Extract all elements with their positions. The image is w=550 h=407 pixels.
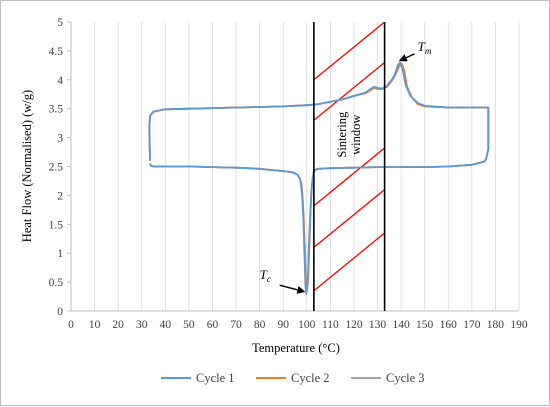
x-tick-label-10: 10 <box>89 319 101 331</box>
y-tick-label-3: 3 <box>57 133 63 145</box>
y-tick-label-4: 4 <box>57 75 63 87</box>
window-hatch-line-4 <box>313 61 386 121</box>
x-tick-label-190: 190 <box>510 319 528 331</box>
annotation-arrow-tc <box>279 284 306 294</box>
window-hatch-line-1 <box>313 232 386 292</box>
window-label-line2: window <box>349 115 363 155</box>
x-tick-label-100: 100 <box>298 319 316 331</box>
x-tick-label-30: 30 <box>136 319 148 331</box>
x-tick-labels: 0 10 20 30 40 50 60 70 80 90 100 110 120 130 140 150 160… <box>68 319 528 331</box>
annotation-arrow-tm <box>398 53 415 62</box>
x-tick-label-180: 180 <box>487 319 505 331</box>
y-tick-label-4.5: 4.5 <box>49 46 64 58</box>
window-hatch-line-3 <box>313 147 386 207</box>
x-tick-label-50: 50 <box>183 319 195 331</box>
y-tick-label-2.5: 2.5 <box>49 162 64 174</box>
x-tick-label-60: 60 <box>207 319 219 331</box>
y-tick-labels: 0 0.5 1 1.5 2 2.5 3 3.5 4 4.5 5 <box>49 17 64 318</box>
x-tick-label-140: 140 <box>392 319 410 331</box>
x-tick-label-40: 40 <box>160 319 172 331</box>
x-tick-label-110: 110 <box>322 319 339 331</box>
series-group <box>148 61 490 295</box>
annotation-label-tc: Tc <box>260 267 271 284</box>
legend-label-cycle-1: Cycle 1 <box>196 371 235 385</box>
x-axis-label: Temperature (°C) <box>252 341 340 355</box>
x-tick-label-80: 80 <box>254 319 266 331</box>
x-tick-label-160: 160 <box>440 319 458 331</box>
series-line-cycle-2 <box>148 62 490 289</box>
series-line-cycle-1 <box>148 61 490 295</box>
sintering-window <box>313 21 386 292</box>
x-tick-label-150: 150 <box>416 319 434 331</box>
x-tick-label-130: 130 <box>369 319 387 331</box>
y-tick-label-5: 5 <box>57 17 63 29</box>
window-hatch-line-2 <box>313 189 386 248</box>
y-tick-label-3.5: 3.5 <box>49 104 64 116</box>
y-axis-label: Heat Flow (Normalised) (w/g) <box>20 90 34 242</box>
legend: Cycle 1 Cycle 2 Cycle 3 <box>161 371 425 385</box>
x-tick-label-90: 90 <box>277 319 289 331</box>
annotations: Sinteringwindow Tm Tc <box>260 39 432 294</box>
x-tick-label-0: 0 <box>68 319 74 331</box>
legend-label-cycle-3: Cycle 3 <box>386 371 425 385</box>
y-tick-label-1.5: 1.5 <box>49 219 64 231</box>
annotation-label-tm: Tm <box>418 39 432 56</box>
y-tick-label-2: 2 <box>57 190 63 202</box>
legend-label-cycle-2: Cycle 2 <box>291 371 330 385</box>
x-tick-label-70: 70 <box>230 319 242 331</box>
y-tick-label-0: 0 <box>57 306 63 318</box>
x-tick-label-170: 170 <box>463 319 481 331</box>
window-label-line1: Sintering <box>335 111 349 158</box>
x-tick-label-20: 20 <box>112 319 124 331</box>
x-tick-label-120: 120 <box>345 319 363 331</box>
axes <box>67 21 519 312</box>
window-label: Sinteringwindow <box>335 111 363 158</box>
series-line-cycle-3 <box>148 62 490 289</box>
window-hatch-line-5 <box>313 21 386 81</box>
y-tick-label-1: 1 <box>57 248 63 260</box>
y-tick-label-0.5: 0.5 <box>49 277 64 289</box>
